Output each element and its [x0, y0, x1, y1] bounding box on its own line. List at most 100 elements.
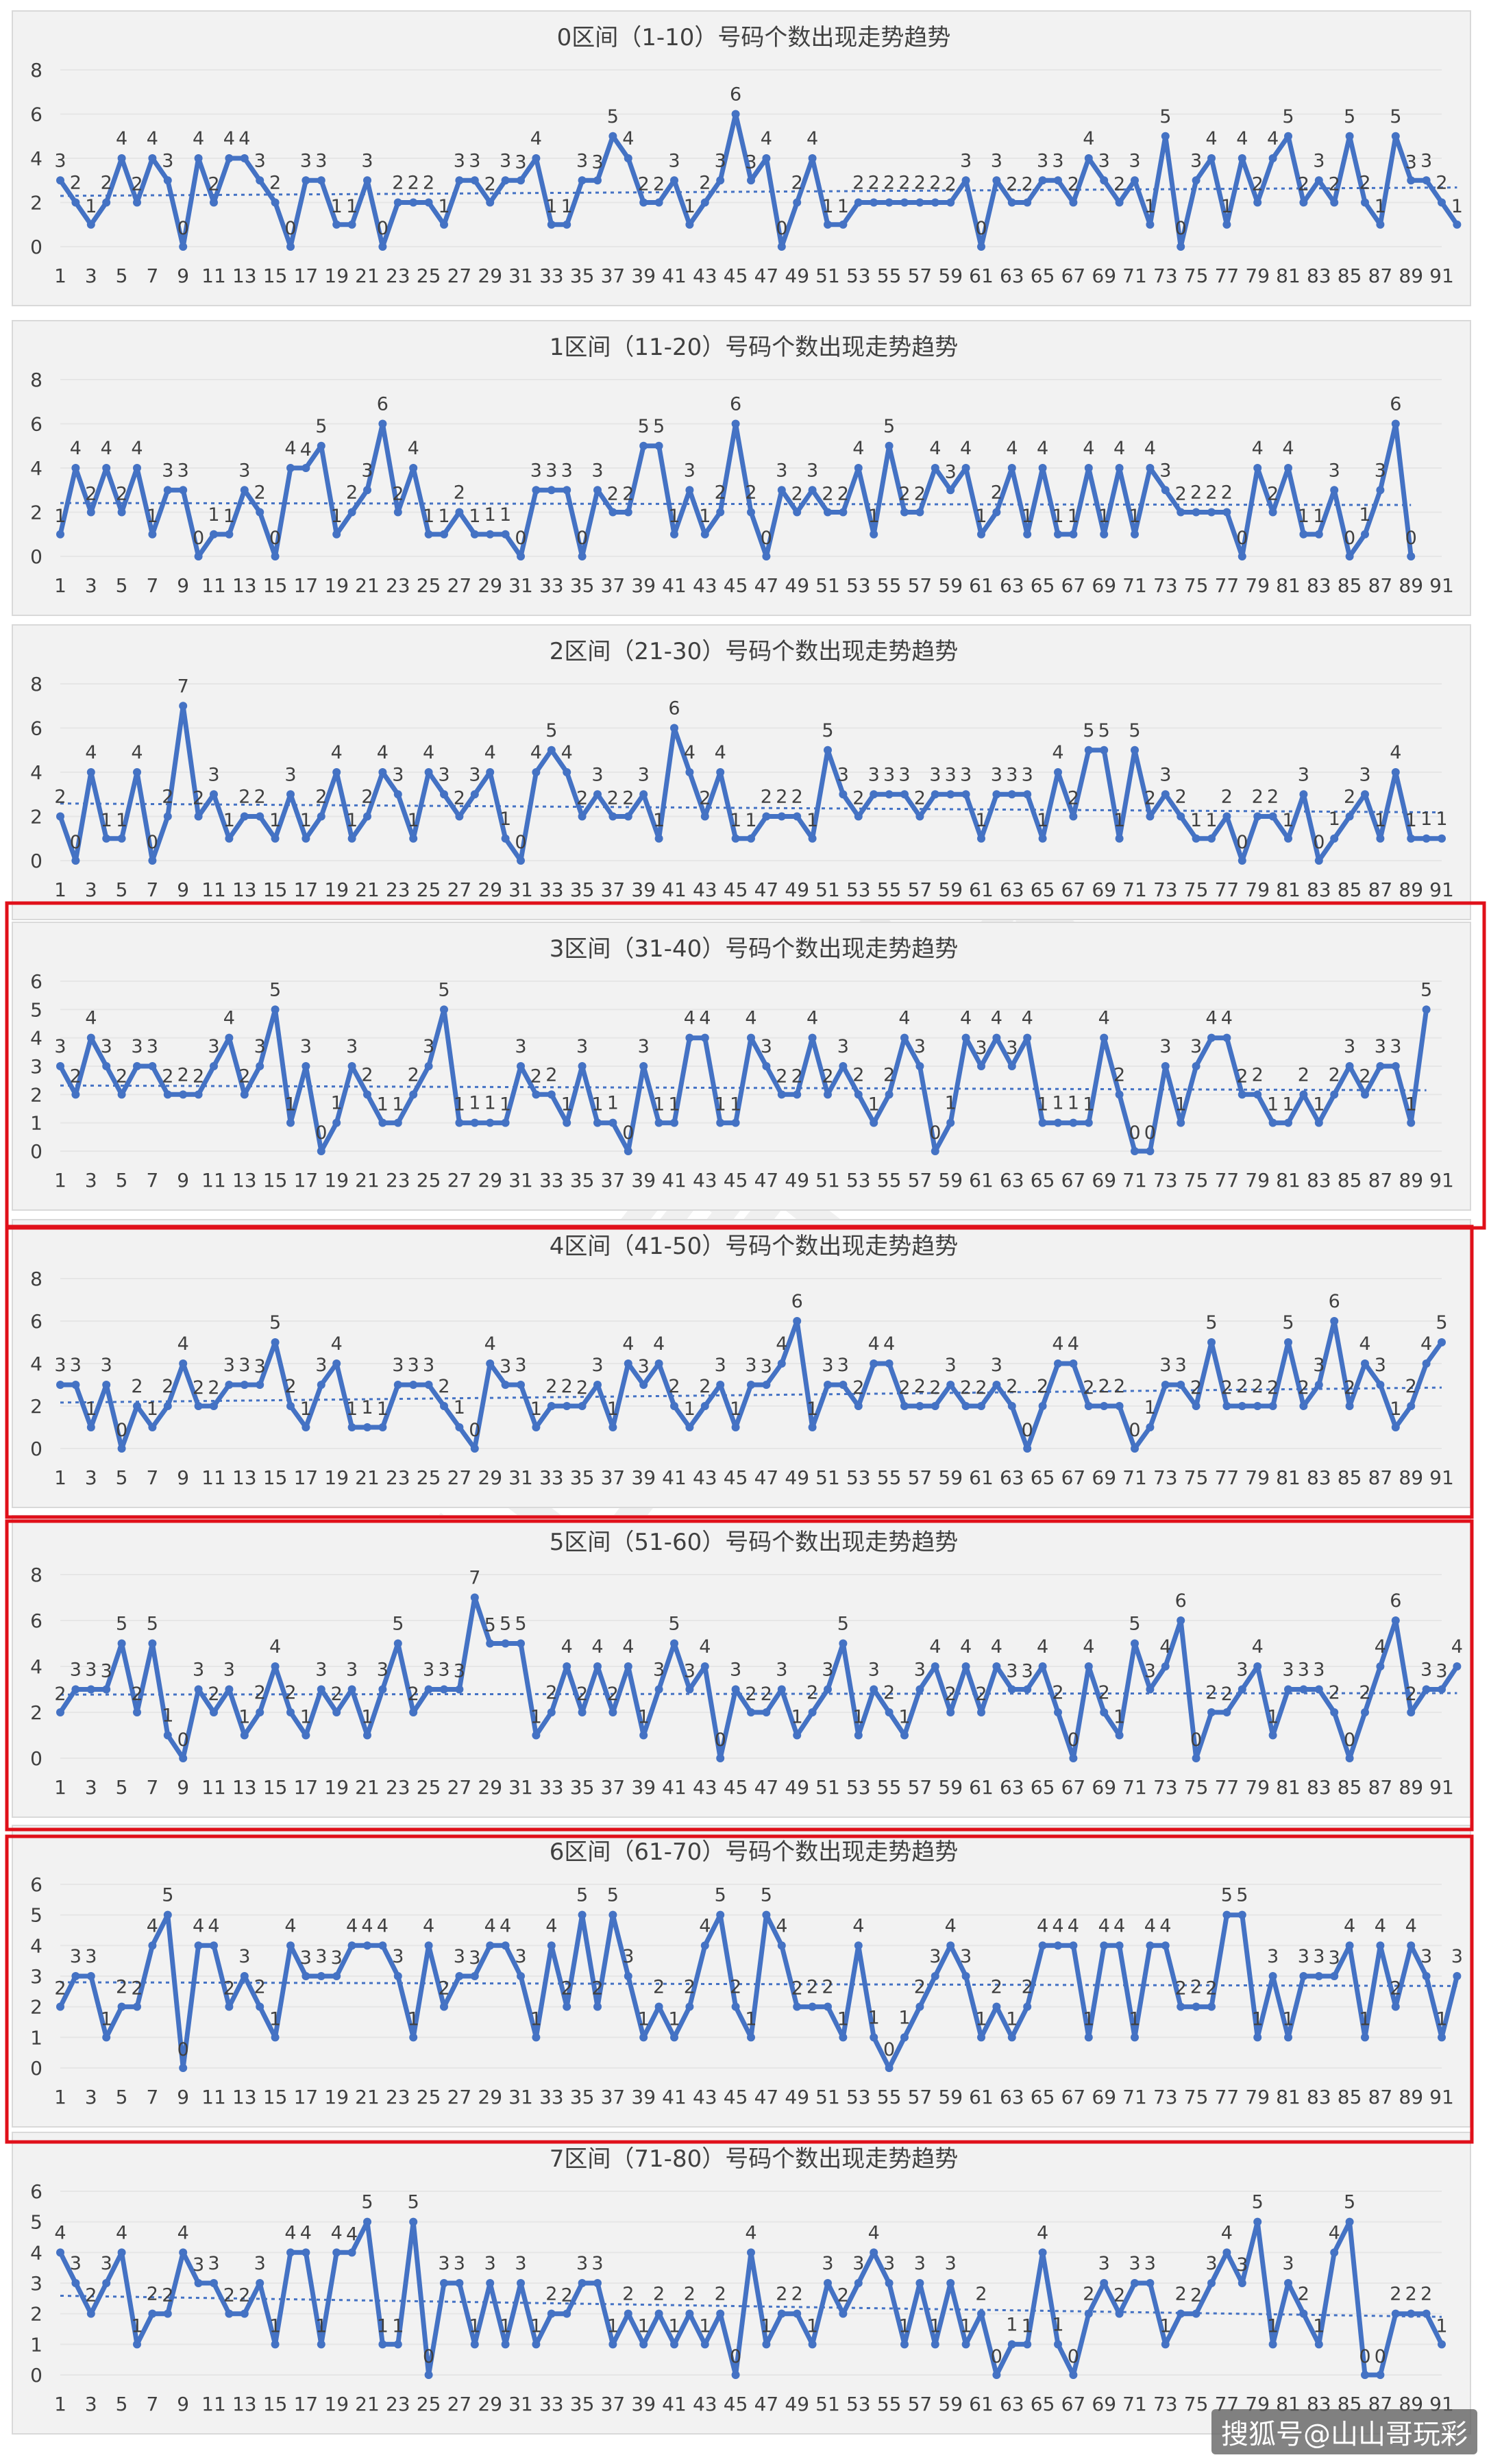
- data-label: 1: [361, 1397, 373, 1418]
- x-tick-label: 55: [877, 2393, 902, 2415]
- data-label: 4: [54, 2222, 66, 2243]
- data-point: [1038, 1118, 1047, 1127]
- x-tick-label: 31: [508, 1169, 533, 1192]
- data-point: [133, 768, 141, 776]
- data-point: [563, 220, 571, 229]
- data-point: [517, 552, 525, 560]
- data-point: [1007, 198, 1016, 207]
- x-tick-label: 67: [1061, 574, 1086, 597]
- data-point: [148, 2309, 157, 2318]
- data-label: 3: [1159, 460, 1171, 481]
- data-label: 2: [1329, 174, 1340, 195]
- data-label: 4: [745, 2222, 756, 2243]
- data-point: [1268, 2340, 1277, 2349]
- data-point: [1314, 857, 1323, 865]
- data-point: [240, 1381, 249, 1389]
- data-point: [654, 2309, 663, 2318]
- data-label: 3: [945, 2253, 957, 2274]
- data-label: 4: [1252, 438, 1264, 459]
- data-label: 4: [1282, 438, 1294, 459]
- data-label: 2: [1405, 1376, 1417, 1397]
- data-label: 3: [991, 764, 1002, 785]
- data-label: 1: [561, 196, 573, 217]
- data-label: 3: [70, 1946, 82, 1967]
- data-label: 1: [807, 1399, 818, 1420]
- data-label: 2: [914, 484, 926, 505]
- x-tick-label: 77: [1215, 878, 1240, 901]
- data-label: 2: [1083, 2284, 1094, 2305]
- data-label: 5: [822, 720, 833, 741]
- data-point: [286, 790, 295, 799]
- data-label: 2: [101, 173, 112, 194]
- x-tick-label: 17: [294, 1169, 319, 1192]
- data-point: [163, 176, 172, 185]
- data-label: 4: [653, 1333, 665, 1355]
- x-tick-label: 55: [877, 878, 902, 901]
- x-tick-label: 25: [417, 1169, 441, 1192]
- data-label: 4: [868, 1333, 880, 1355]
- x-tick-label: 73: [1153, 1169, 1178, 1192]
- data-point: [700, 812, 709, 821]
- data-point: [593, 176, 602, 185]
- x-tick-label: 35: [570, 264, 595, 287]
- data-point: [1253, 2033, 1262, 2042]
- data-label: 2: [807, 1977, 818, 1998]
- data-label: 1: [1052, 1093, 1063, 1114]
- data-point: [578, 176, 587, 185]
- data-point: [1391, 2309, 1400, 2318]
- x-tick-label: 17: [294, 264, 319, 287]
- highlight-box-section6: [5, 1834, 1474, 2144]
- data-label: 3: [423, 1036, 434, 1057]
- data-label: 1: [423, 506, 434, 527]
- data-point: [1161, 790, 1170, 799]
- data-label: 2: [454, 788, 465, 809]
- data-label: 4: [1098, 1008, 1110, 1029]
- data-label: 2: [1068, 788, 1079, 809]
- x-tick-label: 35: [570, 878, 595, 901]
- data-point: [747, 2033, 755, 2042]
- x-tick-label: 5: [116, 1466, 128, 1489]
- data-point: [163, 1910, 172, 1919]
- data-point: [179, 1090, 188, 1099]
- data-point: [1268, 1731, 1277, 1740]
- y-tick-label: 5: [30, 1904, 42, 1927]
- y-tick-label: 2: [30, 2303, 42, 2326]
- data-label: 2: [898, 1377, 910, 1399]
- data-label: 1: [346, 1399, 358, 1420]
- data-point: [731, 1423, 740, 1431]
- data-label: 2: [1420, 2284, 1432, 2305]
- data-label: 4: [331, 2222, 343, 2243]
- data-point: [685, 1033, 694, 1042]
- data-point: [393, 508, 402, 517]
- data-point: [1330, 1090, 1339, 1099]
- data-point: [1438, 2033, 1446, 2042]
- x-tick-label: 35: [570, 2086, 595, 2108]
- x-tick-label: 77: [1215, 264, 1240, 287]
- data-point: [240, 154, 249, 162]
- data-label: 2: [162, 2285, 173, 2306]
- data-label: 3: [454, 150, 465, 171]
- data-point: [608, 2340, 617, 2349]
- data-point: [885, 1090, 894, 1099]
- x-tick-label: 33: [539, 574, 564, 597]
- y-tick-label: 1: [30, 2333, 42, 2356]
- x-tick-label: 73: [1153, 878, 1178, 901]
- data-point: [210, 530, 218, 539]
- data-point: [762, 1708, 771, 1716]
- data-point: [1238, 857, 1246, 865]
- data-label: 3: [423, 1355, 434, 1376]
- data-point: [286, 1118, 295, 1127]
- data-label: 2: [1344, 1377, 1355, 1399]
- data-point: [240, 1731, 249, 1740]
- data-point: [977, 243, 985, 251]
- data-label: 4: [622, 1333, 634, 1355]
- data-point: [961, 790, 970, 799]
- data-label: 1: [1436, 2315, 1447, 2337]
- x-tick-label: 81: [1276, 1169, 1301, 1192]
- data-point: [332, 1972, 341, 1980]
- data-point: [1391, 1616, 1400, 1625]
- data-point: [793, 198, 802, 207]
- data-point: [716, 508, 725, 517]
- data-point: [747, 2248, 755, 2257]
